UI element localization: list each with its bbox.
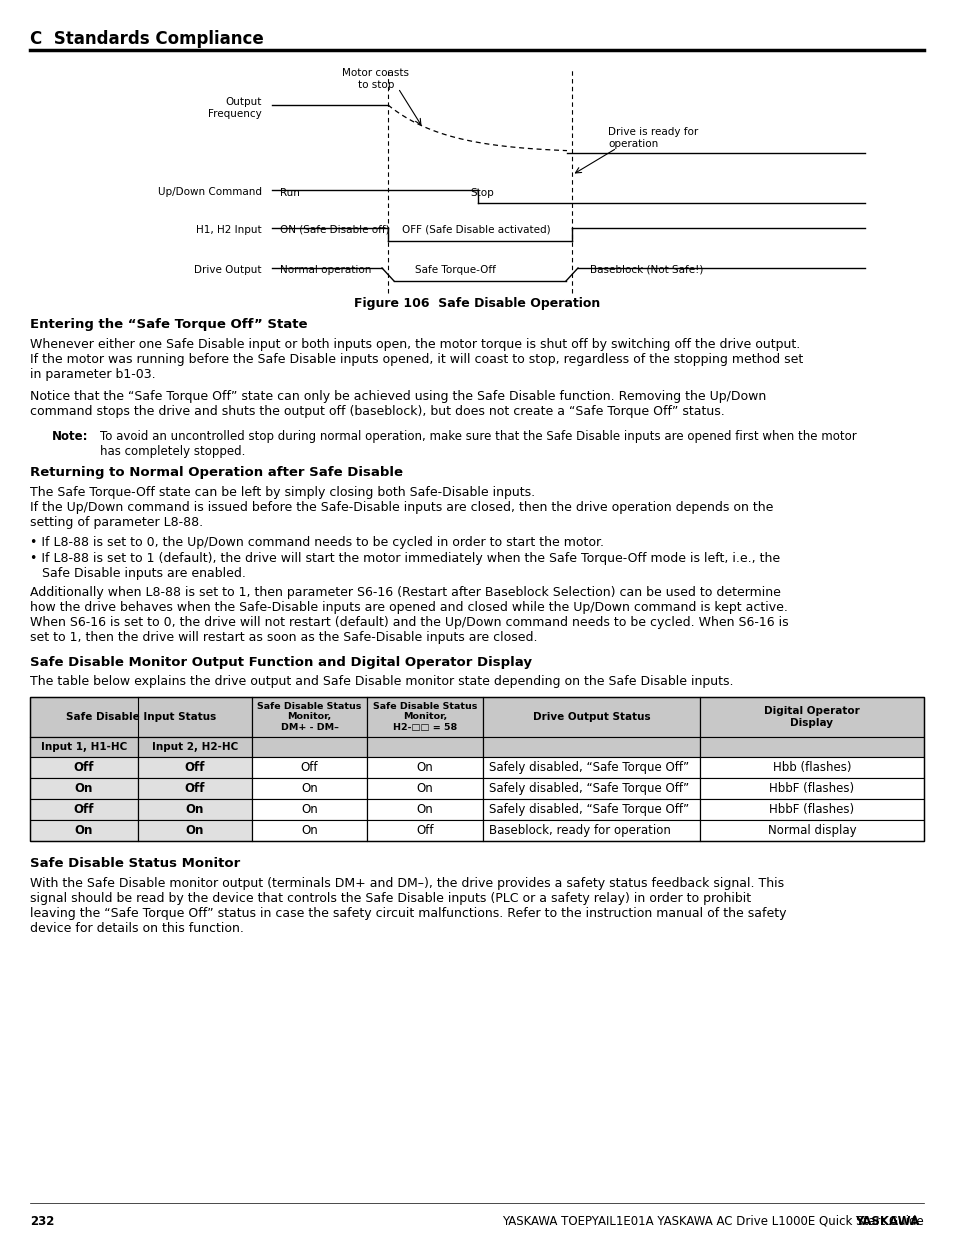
Text: On: On <box>301 824 317 837</box>
Text: Off: Off <box>416 824 434 837</box>
Bar <box>367 737 482 757</box>
Text: Note:: Note: <box>52 430 89 443</box>
Text: On: On <box>416 782 433 795</box>
Bar <box>138 737 252 757</box>
Bar <box>30 737 138 757</box>
Text: Baseblock (Not Safe!): Baseblock (Not Safe!) <box>589 266 702 275</box>
Text: Stop: Stop <box>470 188 494 198</box>
Text: Hbb (flashes): Hbb (flashes) <box>772 761 850 774</box>
Bar <box>138 757 252 778</box>
Bar <box>482 757 700 778</box>
Bar <box>700 799 923 820</box>
Bar <box>252 820 367 841</box>
Text: Motor coasts
to stop: Motor coasts to stop <box>342 68 409 90</box>
Text: On: On <box>74 782 93 795</box>
Text: OFF (Safe Disable activated): OFF (Safe Disable activated) <box>401 225 550 235</box>
Bar <box>367 757 482 778</box>
Bar <box>482 737 700 757</box>
Text: Off: Off <box>185 782 205 795</box>
Text: Returning to Normal Operation after Safe Disable: Returning to Normal Operation after Safe… <box>30 466 402 479</box>
Text: Digital Operator
Display: Digital Operator Display <box>763 705 859 729</box>
Text: The table below explains the drive output and Safe Disable monitor state dependi: The table below explains the drive outpu… <box>30 676 733 688</box>
Text: YASKAWA TOEPYAIL1E01A YASKAWA AC Drive L1000E Quick Start Guide: YASKAWA TOEPYAIL1E01A YASKAWA AC Drive L… <box>501 1215 923 1228</box>
Bar <box>700 737 923 757</box>
Text: To avoid an uncontrolled stop during normal operation, make sure that the Safe D: To avoid an uncontrolled stop during nor… <box>100 430 856 458</box>
Bar <box>30 697 252 737</box>
Text: Input 1, H1-HC: Input 1, H1-HC <box>41 742 127 752</box>
Text: Safe Disable Status
Monitor,
DM+ - DM–: Safe Disable Status Monitor, DM+ - DM– <box>257 703 361 732</box>
Text: • If L8-88 is set to 0, the Up/Down command needs to be cycled in order to start: • If L8-88 is set to 0, the Up/Down comm… <box>30 536 603 550</box>
Text: Drive is ready for
operation: Drive is ready for operation <box>607 127 698 149</box>
Bar <box>138 778 252 799</box>
Text: Entering the “Safe Torque Off” State: Entering the “Safe Torque Off” State <box>30 317 307 331</box>
Bar <box>367 799 482 820</box>
Text: HbbF (flashes): HbbF (flashes) <box>769 803 854 816</box>
Text: The Safe Torque-Off state can be left by simply closing both Safe-Disable inputs: The Safe Torque-Off state can be left by… <box>30 487 773 529</box>
Text: Off: Off <box>73 761 94 774</box>
Bar <box>482 799 700 820</box>
Bar <box>482 697 700 737</box>
Text: 232: 232 <box>30 1215 54 1228</box>
Text: Safe Disable Status Monitor: Safe Disable Status Monitor <box>30 857 240 869</box>
Bar <box>367 778 482 799</box>
Bar <box>252 778 367 799</box>
Text: On: On <box>186 824 204 837</box>
Bar <box>252 697 367 737</box>
Text: On: On <box>74 824 93 837</box>
Text: On: On <box>301 782 317 795</box>
Text: Baseblock, ready for operation: Baseblock, ready for operation <box>489 824 670 837</box>
Text: Off: Off <box>185 761 205 774</box>
Text: Additionally when L8-88 is set to 1, then parameter S6-16 (Restart after Baseblo: Additionally when L8-88 is set to 1, the… <box>30 585 788 643</box>
Text: Input 2, H2-HC: Input 2, H2-HC <box>152 742 238 752</box>
Text: On: On <box>416 803 433 816</box>
Text: Run: Run <box>280 188 299 198</box>
Bar <box>482 820 700 841</box>
Text: Safe Torque-Off: Safe Torque-Off <box>415 266 496 275</box>
Text: Safe Disable Status
Monitor,
H2-□□ = 58: Safe Disable Status Monitor, H2-□□ = 58 <box>373 703 476 732</box>
Text: ON (Safe Disable off): ON (Safe Disable off) <box>280 225 389 235</box>
Bar <box>700 757 923 778</box>
Text: Figure 106  Safe Disable Operation: Figure 106 Safe Disable Operation <box>354 296 599 310</box>
Text: Normal operation: Normal operation <box>280 266 371 275</box>
Text: On: On <box>416 761 433 774</box>
Bar <box>367 820 482 841</box>
Text: Safely disabled, “Safe Torque Off”: Safely disabled, “Safe Torque Off” <box>489 761 688 774</box>
Bar <box>252 799 367 820</box>
Bar <box>252 737 367 757</box>
Bar <box>700 820 923 841</box>
Text: With the Safe Disable monitor output (terminals DM+ and DM–), the drive provides: With the Safe Disable monitor output (te… <box>30 877 785 935</box>
Text: Drive Output Status: Drive Output Status <box>532 713 650 722</box>
Text: Off: Off <box>300 761 318 774</box>
Text: H1, H2 Input: H1, H2 Input <box>196 225 262 235</box>
Bar <box>367 697 482 737</box>
Bar <box>700 697 923 737</box>
Text: Normal display: Normal display <box>767 824 856 837</box>
Text: • If L8-88 is set to 1 (default), the drive will start the motor immediately whe: • If L8-88 is set to 1 (default), the dr… <box>30 552 780 580</box>
Text: Safely disabled, “Safe Torque Off”: Safely disabled, “Safe Torque Off” <box>489 782 688 795</box>
Text: Safe Disable Input Status: Safe Disable Input Status <box>66 713 216 722</box>
Text: On: On <box>301 803 317 816</box>
Text: Off: Off <box>73 803 94 816</box>
Bar <box>30 778 138 799</box>
Bar <box>30 697 923 841</box>
Text: C  Standards Compliance: C Standards Compliance <box>30 30 263 48</box>
Bar <box>30 820 138 841</box>
Text: HbbF (flashes): HbbF (flashes) <box>769 782 854 795</box>
Text: On: On <box>186 803 204 816</box>
Text: Output
Frequency: Output Frequency <box>208 98 262 120</box>
Text: Safely disabled, “Safe Torque Off”: Safely disabled, “Safe Torque Off” <box>489 803 688 816</box>
Text: Safe Disable Monitor Output Function and Digital Operator Display: Safe Disable Monitor Output Function and… <box>30 656 532 669</box>
Text: Whenever either one Safe Disable input or both inputs open, the motor torque is : Whenever either one Safe Disable input o… <box>30 338 802 382</box>
Text: Notice that the “Safe Torque Off” state can only be achieved using the Safe Disa: Notice that the “Safe Torque Off” state … <box>30 390 765 417</box>
Text: Drive Output: Drive Output <box>194 266 262 275</box>
Bar <box>30 799 138 820</box>
Text: YASKAWA: YASKAWA <box>855 1215 923 1228</box>
Bar <box>138 799 252 820</box>
Bar <box>252 757 367 778</box>
Bar <box>700 778 923 799</box>
Bar <box>482 778 700 799</box>
Text: Up/Down Command: Up/Down Command <box>158 186 262 198</box>
Bar <box>30 757 138 778</box>
Bar <box>138 820 252 841</box>
